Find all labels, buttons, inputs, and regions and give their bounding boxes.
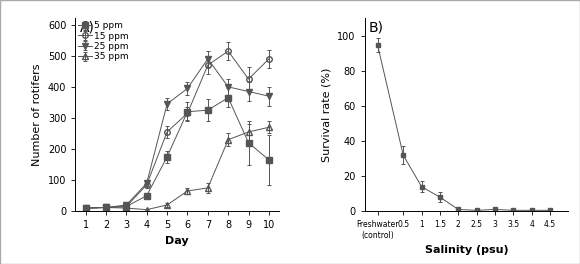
Legend: 5 ppm, 15 ppm, 25 ppm, 35 ppm: 5 ppm, 15 ppm, 25 ppm, 35 ppm [77,20,130,62]
Y-axis label: Survival rate (%): Survival rate (%) [322,68,332,162]
Text: A): A) [79,20,95,34]
Text: B): B) [369,20,384,34]
X-axis label: Salinity (psu): Salinity (psu) [425,245,508,255]
X-axis label: Day: Day [165,236,189,246]
Y-axis label: Number of rotifers: Number of rotifers [32,64,42,166]
